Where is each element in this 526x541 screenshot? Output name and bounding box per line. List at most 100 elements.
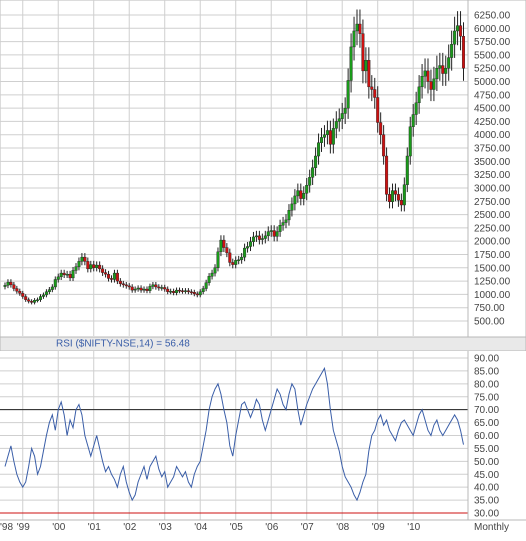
candle-up [183, 290, 187, 292]
candle-up [302, 193, 306, 199]
price-plot-frame [0, 0, 526, 338]
price-y-tick-label: 6250.00 [474, 11, 511, 22]
candle-up [423, 70, 427, 77]
price-panel: 500.00 750.00 1000.00 1250.00 1500.00 1750.00… [0, 0, 526, 338]
candle-down [257, 235, 261, 240]
price-y-tick-label: 3750.00 [474, 144, 511, 155]
price-y-tick-label: 2500.00 [474, 210, 511, 221]
candle-down [145, 288, 149, 291]
rsi-panel: 30.00 35.00 40.00 45.00 50.00 55.00 60.00 65.00… [0, 336, 526, 533]
candle-up [402, 184, 406, 206]
rsi-y-tick-label: 70.00 [474, 405, 499, 416]
candle-up [340, 113, 344, 119]
candle-down [166, 288, 170, 292]
candle-down [399, 199, 403, 206]
candle-up [3, 285, 7, 287]
price-y-tick-label: 3250.00 [474, 170, 511, 181]
candle-down [130, 286, 134, 291]
candle-up [444, 68, 448, 74]
candle-down [163, 287, 167, 290]
candle-up [281, 222, 285, 226]
candle-up [160, 287, 164, 289]
candle-up [278, 225, 282, 232]
candle-down [192, 292, 196, 295]
rsi-y-tick-label: 45.00 [474, 470, 499, 481]
candle-up [269, 230, 273, 232]
candle-up [213, 267, 217, 274]
candle-up [151, 284, 155, 287]
candle-up [266, 231, 270, 237]
candle-down [92, 264, 96, 268]
candle-up [296, 190, 300, 197]
candle-up [169, 290, 173, 293]
candle-up [305, 185, 309, 194]
candle-up [249, 241, 253, 247]
candle-down [62, 272, 66, 275]
candle-up [142, 288, 146, 291]
candle-up [275, 231, 279, 237]
candle-down [21, 293, 25, 297]
candle-up [33, 300, 37, 303]
candle-up [322, 134, 326, 138]
price-y-tick-label: 4500.00 [474, 104, 511, 115]
candle-up [95, 264, 99, 268]
candle-up [201, 288, 205, 292]
candle-down [154, 284, 158, 288]
candle-up [89, 264, 93, 270]
rsi-y-tick-label: 50.00 [474, 457, 499, 468]
candle-up [207, 276, 211, 283]
candle-down [358, 23, 362, 34]
x-tick-label: '06 [265, 522, 278, 533]
candle-up [343, 107, 347, 114]
candle-down [12, 284, 16, 289]
candle-up [133, 288, 137, 291]
candle-up [216, 251, 220, 268]
candle-down [107, 273, 111, 279]
candle-up [417, 86, 421, 104]
price-y-tick-label: 5500.00 [474, 50, 511, 61]
candle-up [112, 272, 116, 280]
candle-down [382, 134, 386, 157]
candle-down [376, 97, 380, 123]
candle-up [293, 195, 297, 205]
price-y-tick-label: 5000.00 [474, 77, 511, 88]
candle-up [290, 203, 294, 211]
candle-down [104, 272, 108, 275]
candle-down [367, 60, 371, 88]
candle-down [68, 273, 72, 279]
candle-down [121, 283, 125, 286]
candle-up [334, 121, 338, 129]
price-y-tick-label: 1000.00 [474, 290, 511, 301]
candle-up [390, 190, 394, 202]
candle-up [450, 44, 454, 58]
candle-down [388, 194, 392, 202]
candle-up [136, 287, 140, 290]
price-y-tick-label: 2250.00 [474, 223, 511, 234]
candle-down [461, 36, 465, 69]
candle-down [228, 252, 232, 263]
candle-down [379, 122, 383, 135]
candle-up [405, 155, 409, 185]
candle-down [15, 288, 19, 292]
candle-down [83, 256, 87, 262]
candle-up [210, 272, 214, 277]
candle-up [337, 118, 341, 122]
candle-down [30, 301, 34, 303]
x-tick-label: '01 [88, 522, 101, 533]
candle-down [24, 296, 28, 300]
candle-up [317, 142, 321, 157]
candle-down [124, 284, 128, 287]
candle-down [385, 155, 389, 195]
candle-up [438, 65, 442, 69]
candle-down [231, 262, 235, 265]
candle-up [364, 60, 368, 72]
price-y-tick-label: 1500.00 [474, 263, 511, 274]
candle-down [373, 89, 377, 98]
candle-up [59, 272, 63, 278]
candle-up [355, 23, 359, 32]
price-y-tick-label: 500.00 [474, 317, 505, 328]
candle-down [180, 290, 184, 292]
candle-down [195, 293, 199, 296]
candle-up [53, 279, 57, 288]
candle-down [189, 291, 193, 293]
